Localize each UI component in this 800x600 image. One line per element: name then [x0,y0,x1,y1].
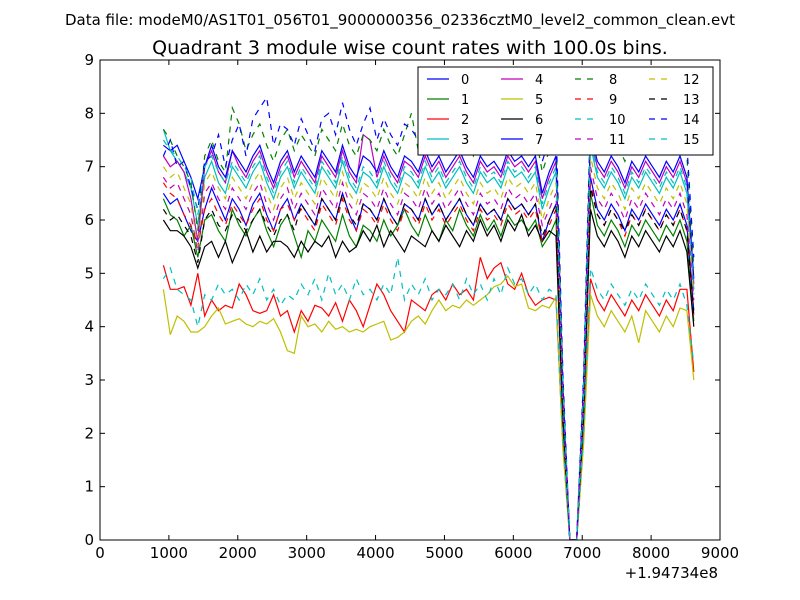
y-tick-label: 2 [84,424,94,442]
legend-label-12: 12 [683,73,700,88]
legend-label-2: 2 [461,113,469,128]
x-tick-label: 9000 [701,544,739,562]
legend-label-11: 11 [609,133,626,148]
y-tick-label: 5 [84,264,94,282]
legend-label-13: 13 [683,93,700,108]
chart-title: Quadrant 3 module wise count rates with … [152,37,668,59]
x-tick-label: 8000 [632,544,670,562]
y-tick-label: 8 [84,104,94,122]
series-line-12 [162,155,695,540]
series-line-1 [162,193,695,540]
series-line-4 [162,133,695,540]
chart-suptitle: Data file: modeM0/AS1T01_056T01_90000003… [65,11,735,30]
y-tick-label: 1 [84,478,94,496]
y-tick-label: 0 [84,531,94,549]
axis-ticks: 0 1000 2000 3000 4000 5000 6000 7000 8000 9000012… [84,51,739,562]
series-line-7 [163,134,695,540]
legend-label-1: 1 [461,93,469,108]
legend-label-0: 0 [461,73,469,88]
x-tick-label: 4000 [356,544,394,562]
y-tick-label: 6 [84,211,94,229]
x-tick-label: 7000 [563,544,601,562]
legend-label-5: 5 [535,93,543,108]
y-tick-label: 3 [84,371,94,389]
legend-box [417,66,714,156]
plot-frame [99,59,721,541]
series-line-13 [162,187,695,540]
legend-label-15: 15 [683,133,700,148]
series-line-6 [162,209,695,540]
series-line-2 [162,257,695,540]
legend-label-3: 3 [461,133,469,148]
x-tick-label: 2000 [219,544,257,562]
legend-label-9: 9 [609,93,617,108]
series-line-0 [162,177,695,540]
x-tick-label: 5000 [425,544,463,562]
series-layer [162,95,695,540]
series-line-5 [162,275,695,540]
legend-label-14: 14 [683,113,700,128]
y-tick-label: 7 [84,158,94,176]
legend-label-8: 8 [609,73,617,88]
y-tick-label: 9 [84,51,94,69]
legend-label-4: 4 [535,73,543,88]
x-offset-label: +1.94734e8 [625,564,718,582]
series-line-11 [162,166,695,540]
series-line-10 [162,257,695,540]
series-line-15 [162,139,695,540]
y-tick-label: 4 [84,318,94,336]
x-tick-label: 0 [95,544,105,562]
x-tick-label: 6000 [494,544,532,562]
x-tick-label: 3000 [288,544,326,562]
series-line-3 [162,129,695,540]
x-tick-label: 1000 [150,544,188,562]
legend-label-10: 10 [609,113,626,128]
legend-label-7: 7 [535,133,543,148]
legend-label-6: 6 [535,113,543,128]
